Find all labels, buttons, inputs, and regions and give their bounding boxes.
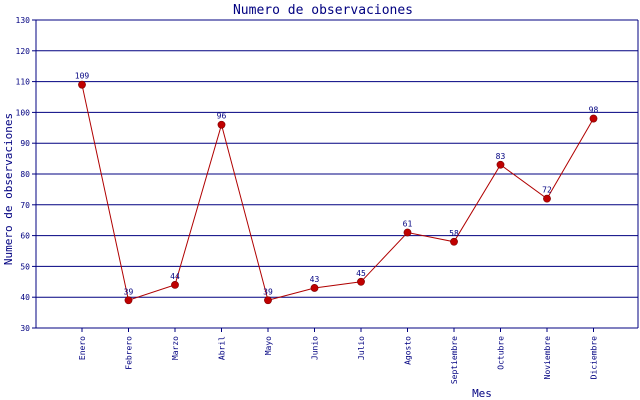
x-tick-label-febrero: Febrero (125, 336, 134, 370)
data-label-diciembre: 98 (589, 106, 599, 115)
y-tick-label: 30 (20, 324, 30, 333)
x-tick-label-noviembre: Noviembre (543, 336, 552, 380)
data-label-mayo: 39 (263, 287, 273, 296)
data-label-enero: 109 (75, 72, 90, 81)
data-point-julio (357, 277, 365, 286)
gridlines (36, 19, 638, 329)
axes (32, 19, 639, 332)
y-tick-label: 90 (20, 139, 30, 148)
data-label-marzo: 44 (170, 272, 180, 281)
series-line (81, 84, 594, 301)
data-point-diciembre (589, 114, 598, 123)
y-tick-label: 120 (16, 47, 31, 56)
y-tick-labels: 30 40 50 60 70 80 90 100 110 120 130 (16, 16, 31, 333)
y-axis-label: Numero de observaciones (2, 113, 15, 265)
series-line-layer (81, 84, 594, 301)
y-tick-label: 130 (16, 16, 31, 25)
y-tick-label: 60 (20, 232, 30, 241)
x-tick-label-julio: Julio (357, 336, 366, 360)
data-label-julio: 45 (356, 269, 366, 278)
data-label-octubre: 83 (496, 152, 506, 161)
y-tick-label: 100 (16, 108, 31, 117)
data-point-octubre (496, 160, 505, 169)
data-points (78, 80, 598, 305)
x-tick-label-mayo: Mayo (264, 336, 273, 355)
data-point-noviembre (543, 194, 551, 203)
x-tick-label-enero: Enero (78, 336, 87, 360)
data-point-febrero (124, 296, 133, 305)
x-tick-label-abril: Abril (218, 336, 227, 360)
x-tick-label-agosto: Agosto (404, 336, 413, 365)
x-tick-label-junio: Junio (311, 336, 320, 360)
data-point-enero (78, 80, 86, 89)
data-label-febrero: 39 (124, 287, 134, 296)
y-tick-label: 40 (20, 293, 30, 302)
data-label-septiembre: 58 (449, 229, 459, 238)
data-label-junio: 43 (310, 275, 320, 284)
x-tick-label-marzo: Marzo (171, 336, 180, 360)
x-axis-label: Mes (472, 387, 492, 400)
data-point-junio (310, 284, 319, 292)
x-tick-labels: Enero Febrero Marzo Abril Mayo Junio Julio Agos… (78, 336, 599, 384)
data-point-septiembre (450, 237, 458, 246)
y-tick-label: 70 (20, 201, 30, 210)
chart-title: Numero de observaciones (233, 3, 413, 18)
data-labels: 109 39 44 96 39 43 45 61 58 83 72 98 (75, 72, 599, 297)
data-point-mayo (264, 296, 272, 305)
x-tick-label-septiembre: Septiembre (450, 336, 459, 384)
y-tick-label: 50 (20, 262, 30, 271)
x-tick-label-octubre: Octubre (497, 336, 506, 370)
data-point-agosto (403, 228, 412, 237)
y-tick-label: 80 (20, 170, 30, 179)
y-tick-label: 110 (16, 78, 31, 87)
data-label-noviembre: 72 (542, 186, 552, 195)
data-label-abril: 96 (217, 112, 227, 121)
x-tick-label-diciembre: Diciembre (590, 336, 599, 380)
data-label-agosto: 61 (403, 220, 413, 229)
data-point-abril (217, 120, 226, 129)
data-point-marzo (171, 280, 179, 289)
